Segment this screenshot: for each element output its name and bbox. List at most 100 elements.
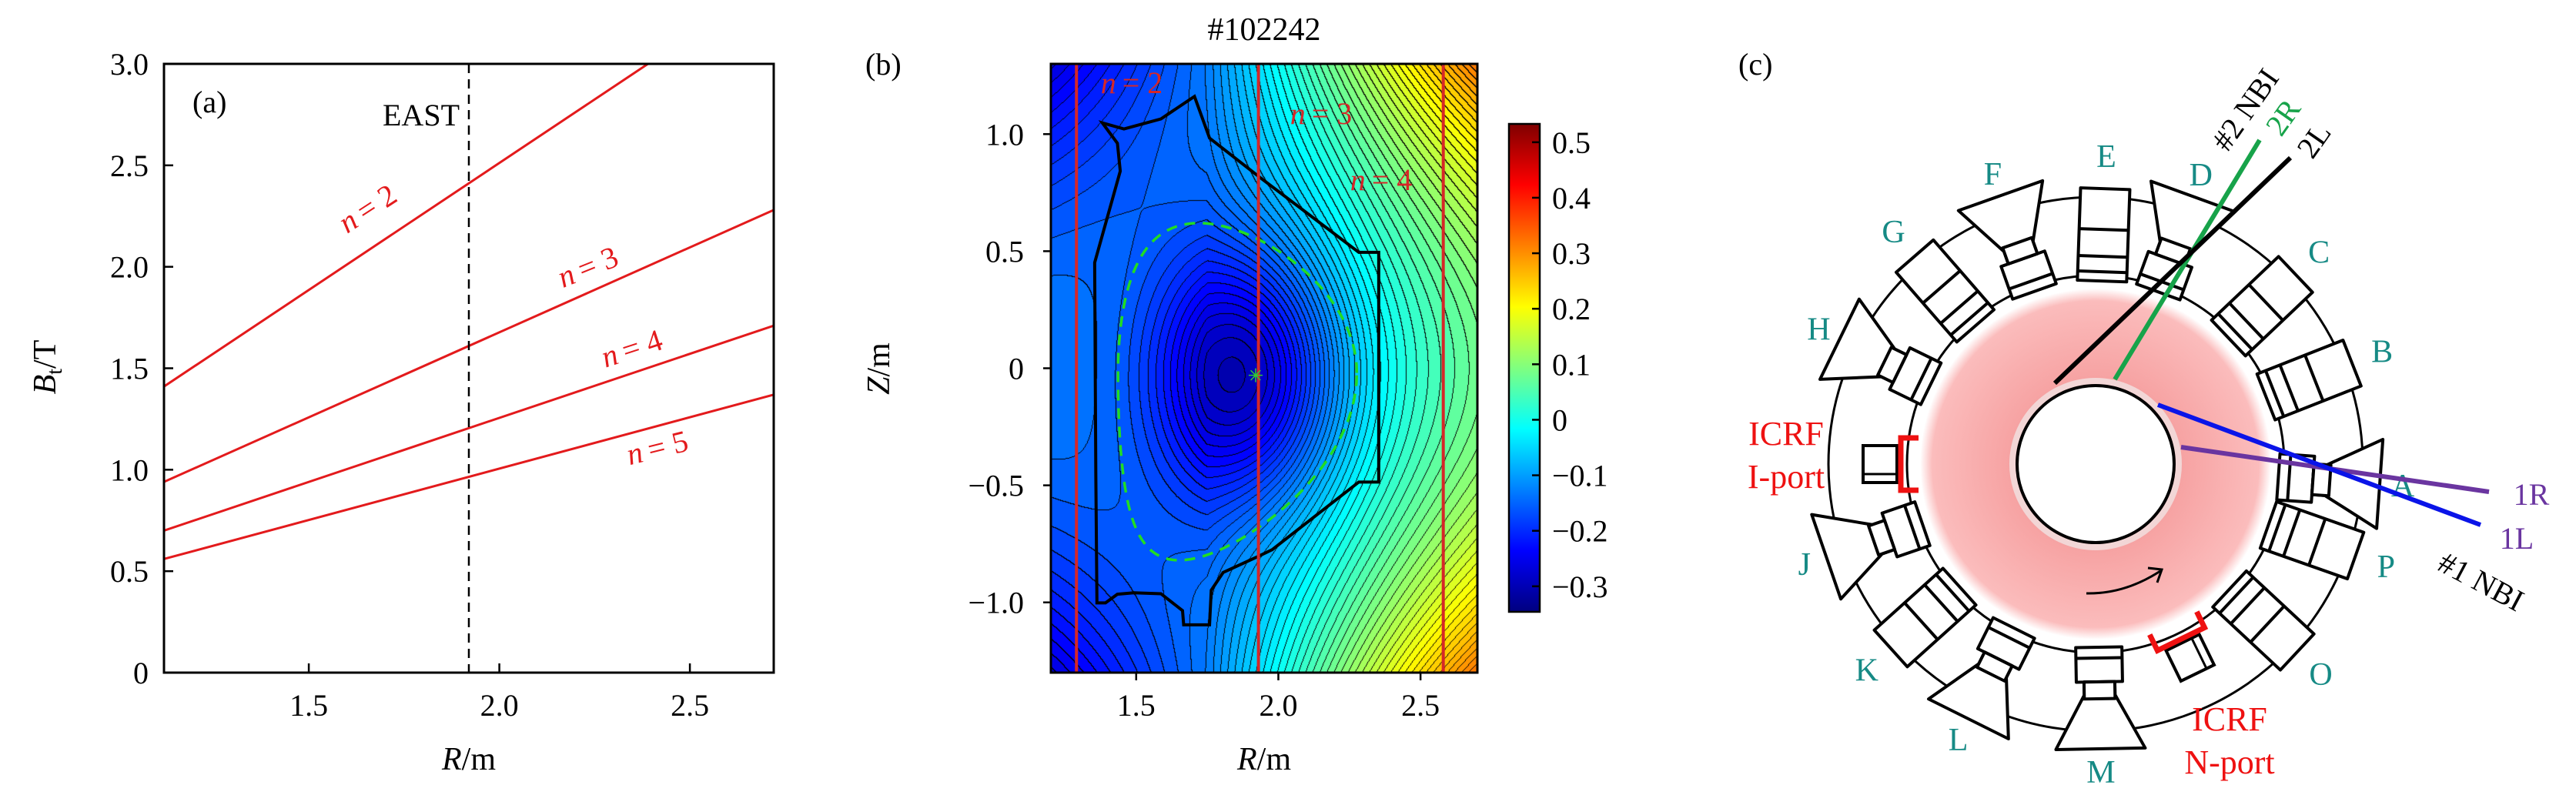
port-label-L: L [1949,723,1969,758]
port-label-G: G [1882,215,1905,250]
plasma-current-arrow [2086,570,2161,595]
x-tick-label: 2.5 [1401,688,1440,723]
nbi-beam-line-2L [2052,155,2293,386]
x-tick-label: 1.5 [289,688,328,723]
port-label-O: O [2309,657,2332,693]
panel-c-label: (c) [1738,47,1772,82]
series-line-n5 [164,393,774,560]
port-G [1894,238,1996,344]
series-label-rest: = 3 [573,239,624,286]
panel-b-label: (b) [865,47,902,82]
port-label-B: B [2371,334,2393,369]
y-tick-label: 0 [1009,352,1024,386]
port-F [1956,179,2058,301]
port-label-E: E [2096,139,2116,175]
port-label-H: H [1807,312,1830,348]
panel-b: (b) #102242 n = 2 n = 3 n = 4 −1.0 −0.5 0 0.5 1.0 1.5… [861,12,1608,777]
colorbar-tick-label: 0.2 [1552,292,1591,326]
colorbar-tick-label: 0.1 [1552,347,1591,382]
port-M [2054,645,2147,751]
y-tick-label: 1.0 [110,453,149,487]
x-tick-label: 2.0 [480,688,519,723]
port-label-F: F [1984,157,2002,192]
series-label-n3: n= 3 [553,239,624,295]
port-C [2210,255,2314,358]
icrf-antenna-n-port [2147,610,2216,683]
colorbar-tick-label: −0.1 [1552,459,1608,493]
axes-frame [162,62,775,674]
y-axis-label: Z/m [861,342,897,395]
y-tick-label: 1.0 [985,117,1024,152]
port-E [2076,186,2132,284]
y-tick-label: 2.5 [110,149,149,183]
x-axis-label: R/m [441,742,496,777]
series-label-n5: n= 5 [623,423,691,472]
y-tick-label: 3.0 [110,47,149,82]
series-label-n4: n= 4 [597,322,667,375]
x-axis-label: R/m [1236,742,1291,777]
y-tick-label: −1.0 [968,586,1024,620]
colorbar-tick-label: 0 [1552,403,1567,437]
east-label: EAST [383,98,460,132]
series-label-var: n [623,435,646,473]
icrf-n-port-label-line1: ICRF [2192,700,2267,738]
y-axis-label: Bt/T [28,340,67,395]
series-line-n4 [164,324,774,532]
port-label-M: M [2086,755,2115,790]
series-line-n2 [164,64,649,388]
port-label-J: J [1798,547,1811,583]
nbi-1R-label: 1R [2514,477,2550,512]
icrf-i-port-label-line2: I-port [1748,458,1825,496]
icrf-n-port-label-line2: N-port [2184,743,2274,781]
panel-c-tokamak-diagram: (c)ABCDEFGHJKLMOPICRFI-portICRFN-port#2 … [1738,47,2550,790]
y-tick-label: 0 [133,656,149,690]
port-J [1810,500,1932,601]
flux-contour-map [1051,64,1477,673]
resonance-label-n4: n = 4 [1350,162,1413,197]
series-label-rest: = 4 [617,322,667,368]
series-label-rest: = 2 [350,177,403,228]
port-label-P: P [2377,549,2395,585]
colorbar-tick-label: −0.3 [1552,570,1608,604]
port-label-C: C [2308,235,2330,271]
panel-a-label: (a) [192,85,226,119]
port-K [1872,566,1978,669]
series-label-n2: n= 2 [332,177,403,240]
nbi-beam-line-2R [2113,139,2262,381]
colorbar-tick-label: 0.4 [1552,181,1591,215]
colorbar-tick-label: 0.5 [1552,125,1591,160]
arrow-head-icon [2147,566,2164,583]
first-wall-outline [1092,94,1380,626]
y-tick-label: 0.5 [110,554,149,589]
x-tick-label: 2.0 [1259,688,1297,723]
colorbar-tick-label: −0.2 [1552,514,1608,549]
central-column [2016,384,2176,544]
x-tick-label: 1.5 [1117,688,1156,723]
port-P [2258,499,2366,581]
port-B [2255,339,2363,422]
port-O [2211,569,2316,672]
axes-frame [1049,62,1479,674]
icrf-antenna-i-port [1862,435,1919,493]
series-label-var: n [597,336,622,374]
colorbar-tick-label: 0.3 [1552,236,1591,271]
resonance-label-n2: n = 2 [1101,65,1163,100]
y-tick-label: 0.5 [985,234,1024,269]
y-tick-label: 1.5 [110,352,149,386]
colorbar-frame [1507,122,1541,613]
port-L [1927,616,2036,741]
lcfs-dashed-boundary [1116,222,1359,562]
nbi-1L-label: 1L [2500,521,2534,556]
shot-number-title: #102242 [1208,12,1321,48]
resonance-label-n3: n = 3 [1290,96,1353,131]
y-tick-label: 2.0 [110,250,149,285]
nbi-beam-line-1L [2156,403,2482,527]
port-H [1818,297,1943,406]
y-tick-label: −0.5 [968,469,1024,503]
port-label-D: D [2190,158,2213,193]
icrf-i-port-label-line1: ICRF [1748,415,1824,453]
x-tick-label: 2.5 [671,688,709,723]
